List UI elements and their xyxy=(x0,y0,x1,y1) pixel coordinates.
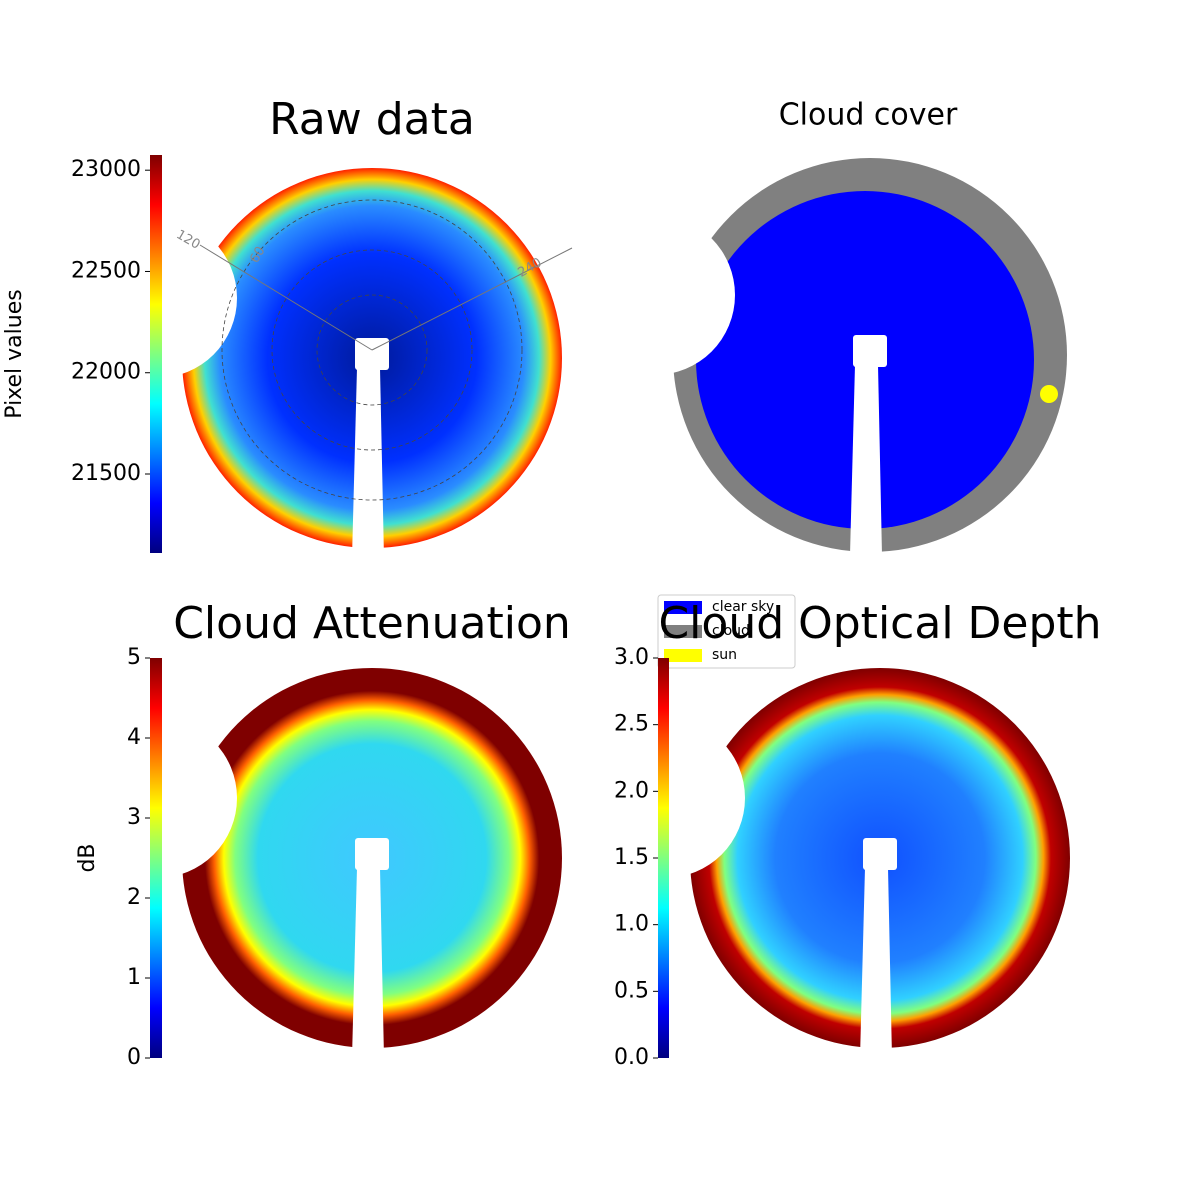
colorbar xyxy=(150,155,162,553)
colorbar-tick-label: 2 xyxy=(127,885,141,910)
colorbar-tick-label: 23000 xyxy=(71,157,141,182)
panel-title: Raw data xyxy=(269,94,475,145)
colorbar-tick-label: 3.0 xyxy=(614,645,649,670)
camera-arm xyxy=(355,838,389,870)
colorbar-tick-label: 2.0 xyxy=(614,778,649,803)
colorbar-label: Pixel values xyxy=(2,289,27,418)
colorbar-tick-label: 22000 xyxy=(71,360,141,385)
polar-spoke xyxy=(371,247,573,351)
legend-patch xyxy=(664,601,702,614)
pole-shadow xyxy=(850,365,882,555)
colorbar-tick-label: 3 xyxy=(127,805,141,830)
legend-label: cloud xyxy=(712,623,750,639)
legend-label: sun xyxy=(712,647,737,663)
colorbar-tick-label: 22500 xyxy=(71,258,141,283)
horizon-mask xyxy=(575,215,735,375)
colorbar-tick-label: 0.5 xyxy=(614,978,649,1003)
pole-shadow xyxy=(352,868,384,1058)
colorbar-tick-label: 1.5 xyxy=(614,845,649,870)
panel-title: Cloud cover xyxy=(779,98,958,133)
polar-ring xyxy=(221,199,523,501)
colorbar-tick-label: 2.5 xyxy=(614,712,649,737)
polar-ring xyxy=(316,294,428,406)
colorbar-tick-label: 0 xyxy=(127,1045,141,1070)
camera-arm xyxy=(853,335,887,367)
polar-label: 60 xyxy=(247,244,268,266)
colorbar-tick-label: 21500 xyxy=(71,461,141,486)
legend-patch xyxy=(664,649,702,662)
colorbar xyxy=(150,658,162,1058)
colorbar-tick-label: 4 xyxy=(127,725,141,750)
legend-label: clear sky xyxy=(712,599,774,615)
polar-spoke xyxy=(199,244,373,351)
pole-shadow xyxy=(352,368,384,558)
panel-title: Cloud Optical Depth xyxy=(658,598,1101,649)
colorbar xyxy=(658,658,669,1058)
colorbar-label: dB xyxy=(75,843,100,872)
colorbar-tick-label: 0.0 xyxy=(614,1045,649,1070)
panel-title: Cloud Attenuation xyxy=(173,598,571,649)
sun-area xyxy=(1040,385,1058,403)
legend-patch xyxy=(664,625,702,638)
colorbar-tick-label: 1.0 xyxy=(614,912,649,937)
camera-arm xyxy=(863,838,897,870)
colorbar-tick-label: 5 xyxy=(127,645,141,670)
colorbar-tick-label: 1 xyxy=(127,965,141,990)
pole-shadow xyxy=(860,868,892,1058)
polar-ring xyxy=(271,249,473,451)
